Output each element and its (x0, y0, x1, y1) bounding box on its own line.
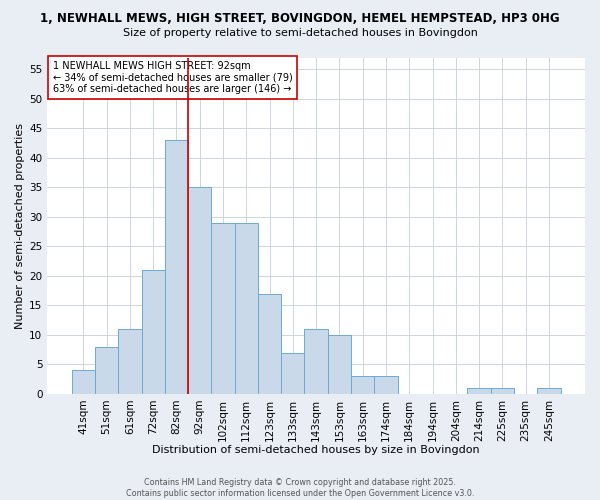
Bar (467, 388, 491, 394)
Bar (72, 370, 95, 394)
Bar (211, 222, 235, 394)
Text: Contains HM Land Registry data © Crown copyright and database right 2025.
Contai: Contains HM Land Registry data © Crown c… (126, 478, 474, 498)
Bar (118, 329, 142, 394)
Bar (142, 270, 165, 394)
Y-axis label: Number of semi-detached properties: Number of semi-detached properties (15, 122, 25, 328)
Text: Size of property relative to semi-detached houses in Bovingdon: Size of property relative to semi-detach… (122, 28, 478, 38)
Bar (374, 376, 398, 394)
Bar (281, 352, 304, 394)
Bar (258, 294, 281, 394)
Bar (491, 388, 514, 394)
Bar (235, 222, 258, 394)
X-axis label: Distribution of semi-detached houses by size in Bovingdon: Distribution of semi-detached houses by … (152, 445, 480, 455)
Bar (537, 388, 560, 394)
Bar (304, 329, 328, 394)
Bar (165, 140, 188, 394)
Bar (188, 188, 211, 394)
Bar (351, 376, 374, 394)
Bar (328, 335, 351, 394)
Text: 1 NEWHALL MEWS HIGH STREET: 92sqm
← 34% of semi-detached houses are smaller (79): 1 NEWHALL MEWS HIGH STREET: 92sqm ← 34% … (53, 61, 292, 94)
Text: 1, NEWHALL MEWS, HIGH STREET, BOVINGDON, HEMEL HEMPSTEAD, HP3 0HG: 1, NEWHALL MEWS, HIGH STREET, BOVINGDON,… (40, 12, 560, 26)
Bar (95, 346, 118, 394)
